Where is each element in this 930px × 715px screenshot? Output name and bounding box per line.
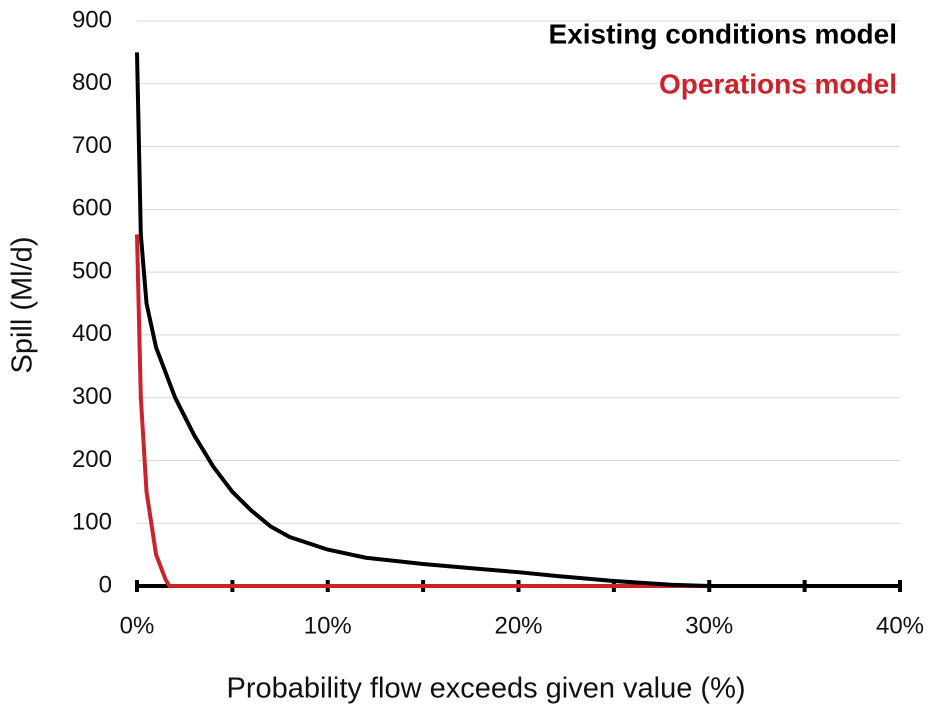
series-line bbox=[135, 234, 900, 588]
x-tick-label: 40% bbox=[876, 612, 924, 639]
y-tick-label: 0 bbox=[99, 571, 112, 598]
y-tick-label: 200 bbox=[72, 446, 112, 473]
y-tick-label: 300 bbox=[72, 383, 112, 410]
x-tick-label: 30% bbox=[685, 612, 733, 639]
x-tick-label: 10% bbox=[304, 612, 352, 639]
x-tick-label: 0% bbox=[120, 612, 155, 639]
y-tick-label: 600 bbox=[72, 195, 112, 222]
y-tick-label: 500 bbox=[72, 257, 112, 284]
y-tick-label: 400 bbox=[72, 320, 112, 347]
legend-label: Existing conditions model bbox=[549, 18, 897, 49]
y-tick-label: 900 bbox=[72, 6, 112, 33]
series-line bbox=[135, 52, 900, 588]
y-tick-label: 700 bbox=[72, 132, 112, 159]
y-tick-label: 100 bbox=[72, 509, 112, 536]
y-axis-title: Spill (Ml/d) bbox=[7, 237, 39, 374]
y-tick-label: 800 bbox=[72, 69, 112, 96]
legend-label: Operations model bbox=[659, 68, 897, 99]
x-tick-label: 20% bbox=[494, 612, 542, 639]
x-axis-title: Probability flow exceeds given value (%) bbox=[226, 673, 745, 705]
